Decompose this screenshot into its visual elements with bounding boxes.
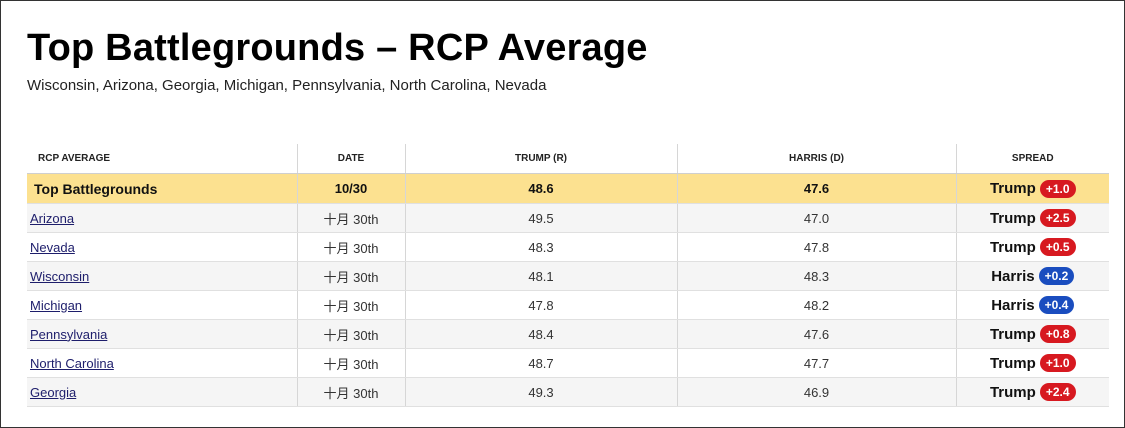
date-cell: 十月 30th: [296, 290, 405, 320]
spread-badge: +0.2: [1038, 267, 1075, 285]
column-header-harris[interactable]: HARRIS (D): [676, 144, 956, 174]
harris-cell: 47.6: [676, 319, 956, 349]
trump-cell: 47.8: [404, 290, 677, 320]
spread-cell: Trump +2.5: [955, 203, 1109, 233]
average-spread-cell: Trump +1.0: [955, 173, 1109, 204]
harris-cell: 48.2: [676, 290, 956, 320]
spread-badge: +1.0: [1039, 354, 1076, 372]
harris-cell: 46.9: [676, 377, 956, 407]
state-cell: Georgia: [27, 377, 297, 407]
date-cell: 十月 30th: [296, 377, 405, 407]
spread-badge: +0.4: [1038, 296, 1075, 314]
spread-leader: Trump: [989, 354, 1036, 372]
polling-table: RCP AVERAGE DATE TRUMP (R) HARRIS (D) SP…: [27, 144, 1109, 407]
spread-leader: Trump: [989, 238, 1036, 256]
date-cell: 十月 30th: [296, 348, 405, 378]
column-header-spread[interactable]: SPREAD: [955, 144, 1109, 174]
spread: Trump +0.8: [990, 325, 1076, 343]
spread-leader: Harris: [991, 267, 1035, 285]
trump-cell: 48.4: [404, 319, 677, 349]
average-trump: 48.6: [404, 173, 677, 204]
page-subtitle: Wisconsin, Arizona, Georgia, Michigan, P…: [27, 77, 547, 94]
spread-cell: Trump +0.5: [955, 232, 1109, 262]
table-row: Pennsylvania 十月 30th 48.4 47.6 Trump +0.8: [27, 319, 1109, 349]
column-header-trump[interactable]: TRUMP (R): [404, 144, 677, 174]
spread-badge: +2.5: [1039, 209, 1076, 227]
table-row: Nevada 十月 30th 48.3 47.8 Trump +0.5: [27, 232, 1109, 262]
state-link[interactable]: Pennsylvania: [30, 326, 108, 342]
spread-cell: Trump +2.4: [955, 377, 1109, 407]
date-cell: 十月 30th: [296, 319, 405, 349]
average-harris: 47.6: [676, 173, 956, 204]
spread: Harris +0.2: [991, 267, 1075, 285]
spread-leader: Trump: [989, 180, 1036, 197]
spread-cell: Trump +0.8: [955, 319, 1109, 349]
spread-cell: Harris +0.2: [955, 261, 1109, 291]
state-cell: Arizona: [27, 203, 297, 233]
spread-badge: +0.5: [1039, 238, 1076, 256]
spread: Trump +1.0: [990, 354, 1076, 372]
table-row: Georgia 十月 30th 49.3 46.9 Trump +2.4: [27, 377, 1109, 407]
trump-cell: 49.3: [404, 377, 677, 407]
harris-cell: 47.8: [676, 232, 956, 262]
table-header-row: RCP AVERAGE DATE TRUMP (R) HARRIS (D) SP…: [27, 144, 1109, 174]
spread: Trump +1.0: [989, 179, 1076, 198]
average-label: Top Battlegrounds: [27, 173, 297, 204]
table-row: Michigan 十月 30th 47.8 48.2 Harris +0.4: [27, 290, 1109, 320]
page-title: Top Battlegrounds – RCP Average: [27, 27, 648, 70]
spread-cell: Trump +1.0: [955, 348, 1109, 378]
harris-cell: 47.7: [676, 348, 956, 378]
trump-cell: 48.1: [404, 261, 677, 291]
spread: Trump +2.4: [990, 383, 1076, 401]
column-header-rcp-average[interactable]: RCP AVERAGE: [27, 144, 297, 174]
state-cell: Michigan: [27, 290, 297, 320]
harris-cell: 48.3: [676, 261, 956, 291]
state-link[interactable]: Michigan: [30, 297, 83, 313]
column-header-date[interactable]: DATE: [296, 144, 405, 174]
state-link[interactable]: North Carolina: [30, 355, 114, 371]
date-cell: 十月 30th: [296, 203, 405, 233]
state-cell: Nevada: [27, 232, 297, 262]
date-cell: 十月 30th: [296, 232, 405, 262]
harris-cell: 47.0: [676, 203, 956, 233]
spread-leader: Trump: [989, 383, 1036, 401]
spread-leader: Trump: [989, 209, 1036, 227]
table-row: Wisconsin 十月 30th 48.1 48.3 Harris +0.2: [27, 261, 1109, 291]
state-cell: Wisconsin: [27, 261, 297, 291]
state-link[interactable]: Arizona: [30, 210, 75, 226]
spread-badge: +1.0: [1039, 179, 1076, 198]
table-row: North Carolina 十月 30th 48.7 47.7 Trump +1.0: [27, 348, 1109, 378]
state-cell: Pennsylvania: [27, 319, 297, 349]
spread-leader: Harris: [991, 296, 1035, 314]
state-link[interactable]: Georgia: [30, 384, 77, 400]
trump-cell: 48.3: [404, 232, 677, 262]
trump-cell: 48.7: [404, 348, 677, 378]
date-cell: 十月 30th: [296, 261, 405, 291]
state-link[interactable]: Nevada: [30, 239, 75, 255]
average-date: 10/30: [296, 173, 405, 204]
state-link[interactable]: Wisconsin: [30, 268, 90, 284]
spread-badge: +0.8: [1039, 325, 1076, 343]
spread: Trump +0.5: [990, 238, 1076, 256]
spread-leader: Trump: [989, 325, 1036, 343]
state-cell: North Carolina: [27, 348, 297, 378]
spread: Trump +2.5: [990, 209, 1076, 227]
table-row: Arizona 十月 30th 49.5 47.0 Trump +2.5: [27, 203, 1109, 233]
spread: Harris +0.4: [991, 296, 1075, 314]
average-row: Top Battlegrounds 10/30 48.6 47.6 Trump …: [27, 173, 1109, 204]
spread-badge: +2.4: [1039, 383, 1076, 401]
spread-cell: Harris +0.4: [955, 290, 1109, 320]
trump-cell: 49.5: [404, 203, 677, 233]
